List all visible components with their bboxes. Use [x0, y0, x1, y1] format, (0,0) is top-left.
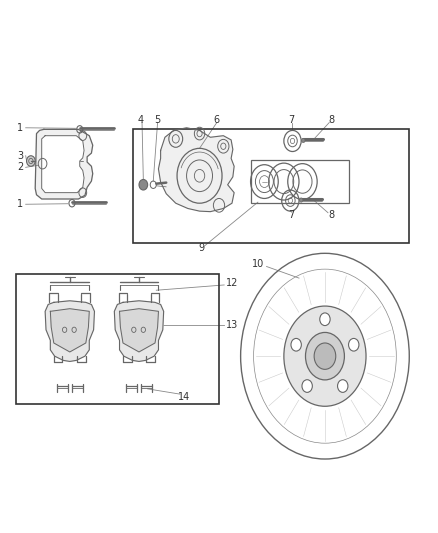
- Circle shape: [314, 343, 336, 369]
- Circle shape: [338, 379, 348, 392]
- Text: 7: 7: [289, 115, 295, 125]
- Circle shape: [139, 180, 148, 190]
- Bar: [251, 160, 349, 203]
- Bar: [133, 130, 409, 243]
- Polygon shape: [120, 309, 159, 352]
- Circle shape: [302, 379, 312, 392]
- Text: 1: 1: [17, 123, 23, 133]
- Text: 7: 7: [289, 210, 295, 220]
- Text: 9: 9: [199, 243, 205, 253]
- Text: 4: 4: [137, 115, 143, 125]
- Polygon shape: [45, 301, 95, 361]
- Polygon shape: [50, 309, 89, 352]
- Text: 14: 14: [178, 392, 191, 402]
- Text: 12: 12: [226, 278, 238, 288]
- Circle shape: [349, 338, 359, 351]
- Circle shape: [291, 338, 301, 351]
- Polygon shape: [159, 128, 234, 212]
- Polygon shape: [35, 130, 93, 199]
- Text: 8: 8: [328, 210, 335, 220]
- Circle shape: [305, 333, 344, 380]
- Polygon shape: [42, 136, 84, 192]
- Text: 8: 8: [328, 115, 335, 125]
- Text: 5: 5: [155, 115, 161, 125]
- Text: 13: 13: [226, 319, 238, 329]
- Circle shape: [284, 306, 366, 406]
- Bar: [16, 274, 219, 403]
- Text: 1: 1: [17, 199, 23, 209]
- Text: 6: 6: [214, 115, 220, 125]
- Text: 3: 3: [17, 151, 23, 161]
- Circle shape: [27, 156, 35, 166]
- Circle shape: [320, 313, 330, 326]
- Polygon shape: [114, 301, 164, 361]
- Circle shape: [302, 139, 305, 142]
- Text: 10: 10: [252, 259, 264, 269]
- Circle shape: [300, 198, 303, 202]
- Text: 2: 2: [17, 163, 23, 172]
